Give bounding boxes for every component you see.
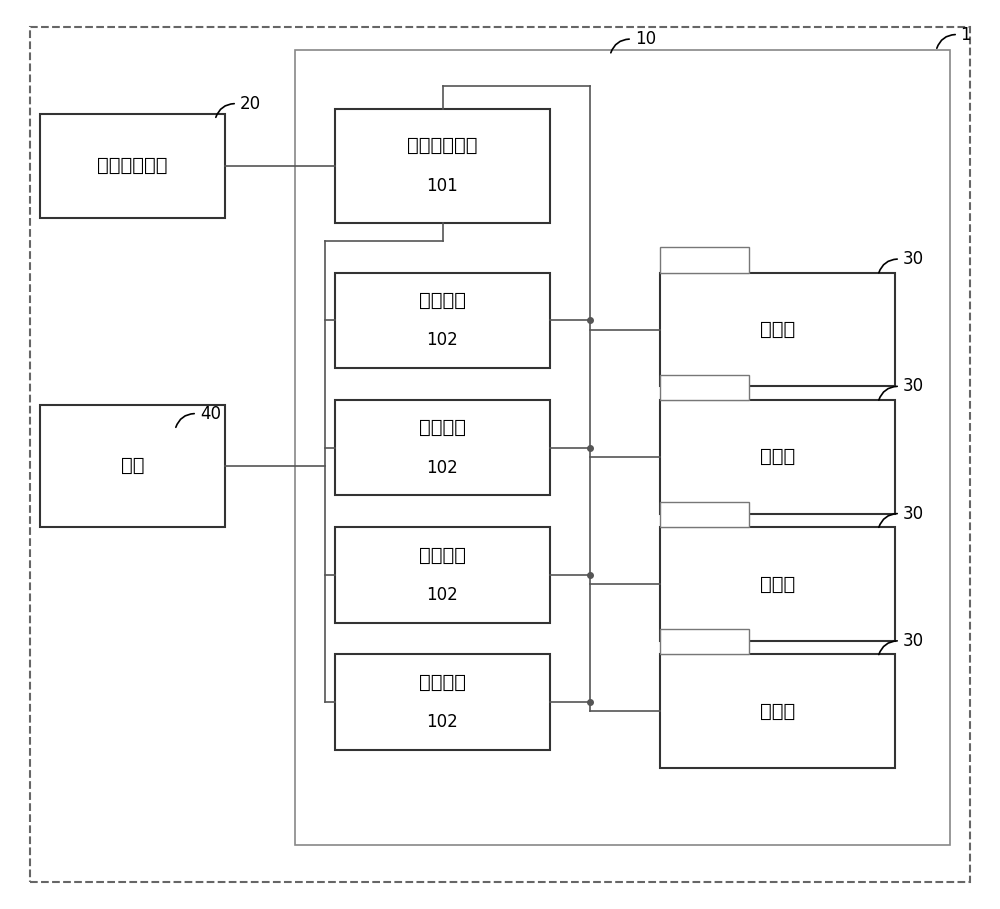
- FancyArrowPatch shape: [216, 104, 234, 117]
- Text: 开关单元: 开关单元: [419, 291, 466, 310]
- FancyArrowPatch shape: [879, 386, 897, 400]
- Bar: [660, 527, 895, 641]
- Bar: [295, 50, 950, 845]
- Bar: [660, 629, 749, 654]
- Bar: [335, 400, 550, 495]
- Bar: [335, 109, 550, 223]
- Text: 30: 30: [903, 632, 924, 650]
- Text: 102: 102: [427, 586, 458, 604]
- FancyArrowPatch shape: [937, 35, 955, 48]
- Bar: [40, 114, 225, 218]
- Text: 开关单元: 开关单元: [419, 673, 466, 692]
- Text: 光盘库: 光盘库: [760, 320, 795, 339]
- FancyArrowPatch shape: [879, 259, 897, 273]
- Text: 电源: 电源: [121, 456, 144, 475]
- Text: 存取控制单元: 存取控制单元: [97, 156, 168, 175]
- Bar: [40, 405, 225, 527]
- Text: 逻辑控制单元: 逻辑控制单元: [407, 136, 478, 155]
- Text: 光盘库: 光盘库: [760, 574, 795, 594]
- Bar: [660, 654, 895, 768]
- Bar: [660, 502, 749, 527]
- Bar: [335, 654, 550, 750]
- Text: 30: 30: [903, 250, 924, 268]
- Bar: [335, 273, 550, 368]
- Text: 光盘库: 光盘库: [760, 702, 795, 721]
- Text: 1: 1: [960, 25, 971, 44]
- Bar: [335, 527, 550, 623]
- Text: 30: 30: [903, 504, 924, 523]
- Text: 102: 102: [427, 459, 458, 476]
- Text: 光盘库: 光盘库: [760, 447, 795, 466]
- Text: 20: 20: [240, 95, 261, 113]
- FancyArrowPatch shape: [611, 39, 629, 53]
- FancyArrowPatch shape: [879, 514, 897, 527]
- FancyArrowPatch shape: [879, 641, 897, 654]
- Text: 10: 10: [635, 30, 656, 48]
- FancyArrowPatch shape: [176, 414, 194, 427]
- Text: 102: 102: [427, 332, 458, 349]
- Text: 开关单元: 开关单元: [419, 418, 466, 437]
- Text: 开关单元: 开关单元: [419, 545, 466, 564]
- Bar: [660, 273, 895, 386]
- Text: 30: 30: [903, 377, 924, 395]
- Bar: [660, 247, 749, 273]
- Bar: [660, 375, 749, 400]
- Text: 102: 102: [427, 714, 458, 731]
- Bar: [660, 400, 895, 514]
- Text: 101: 101: [427, 177, 458, 195]
- Text: 40: 40: [200, 405, 221, 423]
